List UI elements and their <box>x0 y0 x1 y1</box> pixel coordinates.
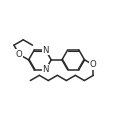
Text: N: N <box>42 65 49 74</box>
Text: N: N <box>42 46 49 55</box>
Text: O: O <box>16 50 23 59</box>
Text: O: O <box>90 60 97 69</box>
